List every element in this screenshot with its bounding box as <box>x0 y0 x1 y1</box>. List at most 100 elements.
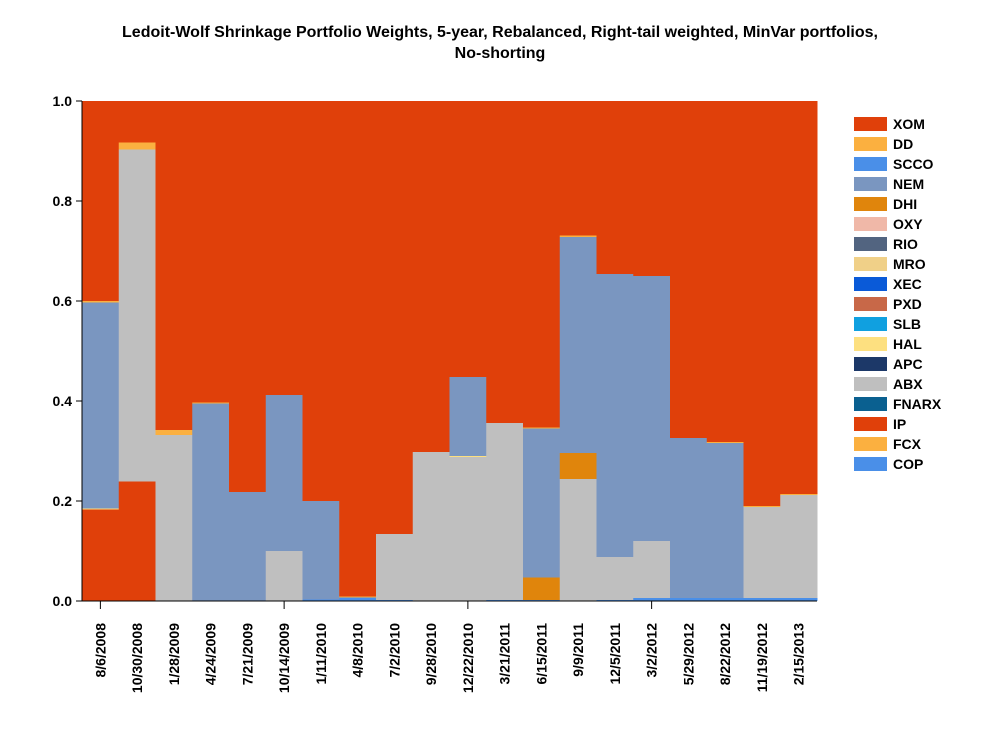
legend-label-slb: SLB <box>893 316 921 332</box>
legend-swatch-pxd <box>854 297 887 311</box>
bar-segment-dd <box>706 442 744 443</box>
bar-segment-dhi <box>559 453 597 479</box>
bar-segment-hal <box>82 508 120 510</box>
x-tick-label: 1/28/2009 <box>166 623 182 685</box>
bar-segment-xom <box>118 101 156 143</box>
bar-segment-cop <box>633 598 671 601</box>
legend-swatch-apc <box>854 357 887 371</box>
bar-segment-cop <box>302 599 340 601</box>
x-tick-label: 5/29/2012 <box>680 623 696 685</box>
legend-swatch-hal <box>854 337 887 351</box>
bar-segment-dd <box>155 430 193 435</box>
bar-segment-xom <box>376 101 414 534</box>
bar-segment-cop <box>670 598 708 601</box>
y-tick-label: 0.4 <box>53 393 73 409</box>
bar-segment-abx <box>596 557 634 600</box>
bar-segment-dhi <box>523 577 561 600</box>
bar-segment-xom <box>670 101 708 438</box>
bar-segment-xom <box>339 101 377 597</box>
bar-segment-nem <box>229 492 267 601</box>
x-tick-label: 4/8/2010 <box>350 623 366 678</box>
legend-swatch-fnarx <box>854 397 887 411</box>
x-tick-label: 9/9/2011 <box>570 623 586 677</box>
bar-segment-dd <box>743 506 781 507</box>
bar-segment-xom <box>229 101 267 492</box>
x-tick-label: 9/28/2010 <box>423 623 439 685</box>
bar-segment-xom <box>302 101 340 501</box>
legend-swatch-xom <box>854 117 887 131</box>
legend-swatch-fcx <box>854 437 887 451</box>
bar-segment-abx <box>412 452 450 601</box>
bar-segment-cop <box>706 598 744 601</box>
chart-title-line-2: No-shorting <box>454 45 546 62</box>
bar-segment-dd <box>559 235 597 237</box>
x-tick-label: 3/2/2012 <box>644 623 660 678</box>
bar-segment-xom <box>192 101 230 403</box>
bar-segment-nem <box>596 274 634 557</box>
bar-segment-nem <box>449 377 487 456</box>
bar-segment-dd <box>780 494 818 495</box>
bar-segment-abx <box>559 479 597 601</box>
y-tick-label: 0.2 <box>53 493 73 509</box>
bar-segment-nem <box>670 438 708 598</box>
x-tick-label: 4/24/2009 <box>203 623 219 685</box>
legend-swatch-dd <box>854 137 887 151</box>
bar-segment-xom <box>743 101 781 506</box>
bar-segment-abx <box>265 551 303 601</box>
bar-segment-xom <box>523 101 561 428</box>
legend-label-xec: XEC <box>893 276 922 292</box>
x-tick-label: 2/15/2013 <box>791 623 807 685</box>
bar-segment-abx <box>449 457 487 601</box>
legend-label-cop: COP <box>893 456 923 472</box>
legend-swatch-rio <box>854 237 887 251</box>
x-tick-label: 3/21/2011 <box>497 623 513 685</box>
bar-segment-nem <box>633 276 671 541</box>
x-tick-label: 7/2/2010 <box>386 623 402 678</box>
bar-segment-xom <box>596 101 634 274</box>
legend-label-nem: NEM <box>893 176 924 192</box>
bar-segment-nem <box>559 237 597 453</box>
bar-segment-abx <box>376 534 414 600</box>
bar-segment-xom <box>449 101 487 377</box>
legend-swatch-oxy <box>854 217 887 231</box>
legend-label-dhi: DHI <box>893 196 917 212</box>
x-tick-label: 1/11/2010 <box>313 623 329 685</box>
legend-swatch-ip <box>854 417 887 431</box>
bar-segment-nem <box>265 395 303 551</box>
bar-segment-cop <box>780 598 818 601</box>
legend-label-pxd: PXD <box>893 296 922 312</box>
bar-segment-xom <box>780 101 818 494</box>
bar-segment-abx <box>118 149 156 482</box>
bar-segment-abx <box>633 541 671 598</box>
bar-segment-xom <box>633 101 671 276</box>
bar-segment-fcx <box>339 596 377 598</box>
chart-title: Ledoit-Wolf Shrinkage Portfolio Weights,… <box>0 22 1000 64</box>
legend-label-fcx: FCX <box>893 436 922 452</box>
x-tick-label: 10/14/2009 <box>276 623 292 693</box>
bar-segment-dd <box>523 427 561 429</box>
bar-segment-nem <box>523 428 561 578</box>
bar-segment-nem <box>192 403 230 601</box>
bar-segment-ip <box>118 481 156 601</box>
legend-label-abx: ABX <box>893 376 923 392</box>
bar-segment-xom <box>412 101 450 452</box>
legend-label-oxy: OXY <box>893 216 923 232</box>
legend-label-mro: MRO <box>893 256 926 272</box>
bar-segment-ip <box>82 509 120 601</box>
x-tick-label: 8/6/2008 <box>92 623 108 678</box>
legend-swatch-xec <box>854 277 887 291</box>
bar-segment-xom <box>265 101 303 395</box>
legend-swatch-mro <box>854 257 887 271</box>
bar-segment-cop <box>339 597 377 601</box>
legend-label-ip: IP <box>893 416 906 432</box>
legend-swatch-dhi <box>854 197 887 211</box>
legend-swatch-slb <box>854 317 887 331</box>
bar-segment-dd <box>118 142 156 150</box>
y-tick-label: 1.0 <box>53 93 73 109</box>
bar-segment-abx <box>155 435 193 601</box>
bar-segment-xom <box>82 101 120 301</box>
y-tick-label: 0.0 <box>53 593 73 609</box>
bar-segment-xom <box>706 101 744 442</box>
bar-segment-nem <box>706 443 744 598</box>
